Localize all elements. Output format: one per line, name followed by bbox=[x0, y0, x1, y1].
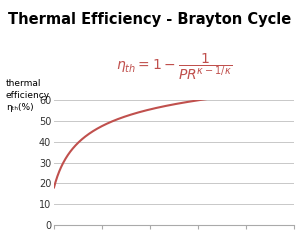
Text: efficiency: efficiency bbox=[6, 91, 50, 100]
Text: Thermal Efficiency - Brayton Cycle: Thermal Efficiency - Brayton Cycle bbox=[8, 12, 292, 27]
Text: thermal: thermal bbox=[6, 79, 41, 88]
Text: $\eta_{th} = 1 - \dfrac{1}{PR^{\kappa-1/\kappa}}$: $\eta_{th} = 1 - \dfrac{1}{PR^{\kappa-1/… bbox=[116, 51, 232, 82]
Text: ηₜₕ(%): ηₜₕ(%) bbox=[6, 103, 34, 112]
